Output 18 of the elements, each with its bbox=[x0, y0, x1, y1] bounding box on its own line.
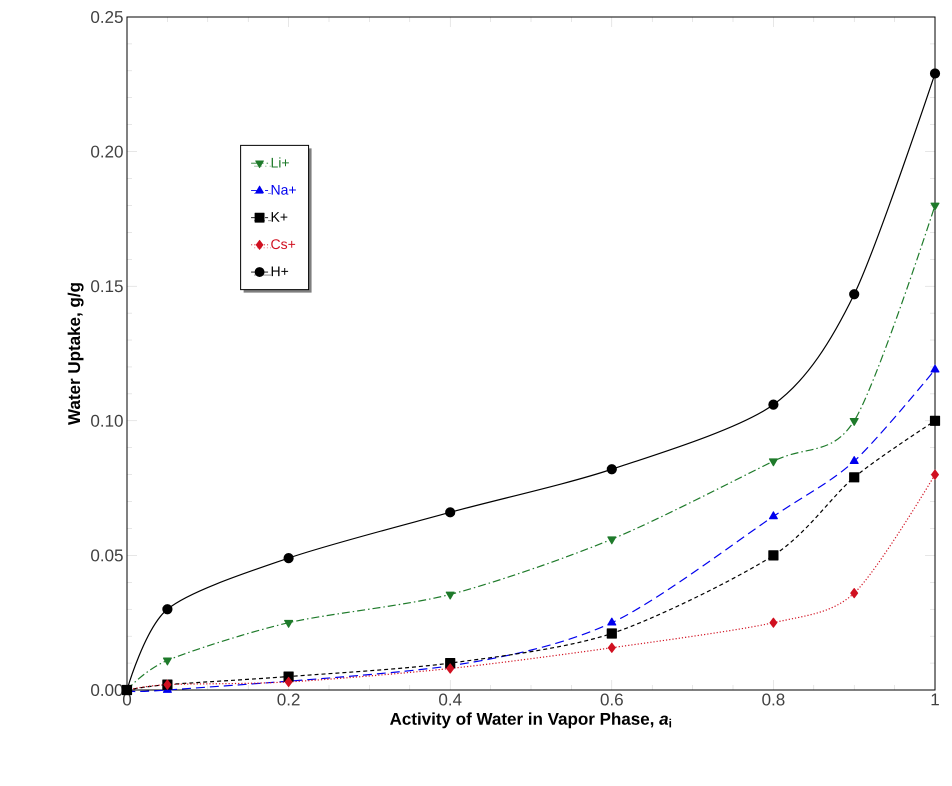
legend-label: Cs+ bbox=[271, 239, 296, 250]
x-tick-label: 0.8 bbox=[762, 694, 784, 706]
y-axis-title: Water Uptake, g/g bbox=[68, 283, 84, 425]
y-tick-label: 0.00 bbox=[91, 684, 123, 696]
y-tick-label: 0.05 bbox=[91, 549, 123, 562]
x-tick-label: 0.4 bbox=[439, 694, 462, 706]
y-tick-label: 0.20 bbox=[91, 146, 123, 158]
legend-label: K+ bbox=[272, 212, 288, 222]
legend-label: Na+ bbox=[272, 184, 296, 195]
legend-label: Li+ bbox=[272, 157, 289, 168]
legend-label: H+ bbox=[272, 266, 288, 276]
y-tick-label: 0.25 bbox=[91, 10, 123, 24]
x-axis-title: Activity of Water in Vapor Phase, a$_{i}$ bbox=[390, 712, 672, 728]
y-tick-label: 0.10 bbox=[91, 414, 123, 427]
y-tick-label: 0.15 bbox=[91, 280, 123, 292]
x-tick-label: 0.6 bbox=[600, 694, 623, 706]
x-tick-label: 0.2 bbox=[277, 694, 300, 706]
x-tick-label: 1 bbox=[932, 694, 939, 706]
